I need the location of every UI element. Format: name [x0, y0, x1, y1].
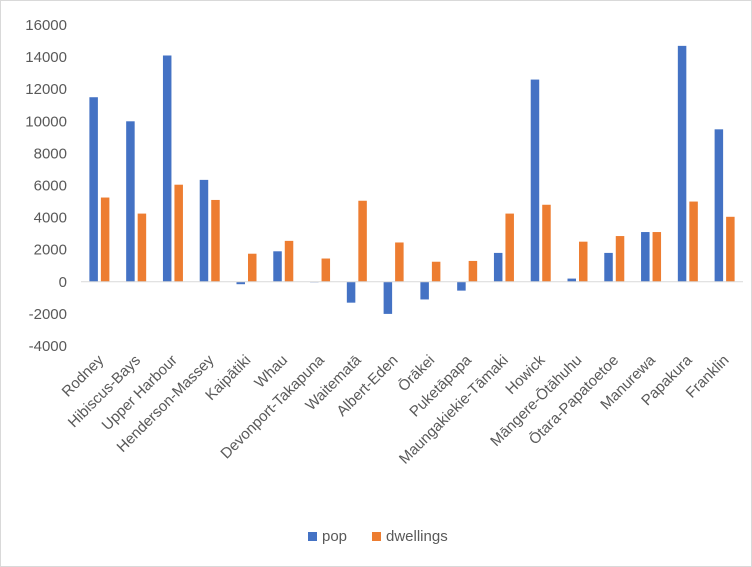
legend-label: dwellings	[386, 528, 448, 545]
bar-pop	[273, 251, 282, 282]
y-axis-ticks: -4000 -2000 0 2000 4000 6000 8000 10000 12000 140…	[25, 17, 67, 355]
y-tick-label: 6000	[34, 178, 67, 195]
bar-dwellings	[395, 242, 404, 282]
y-tick-label: 16000	[25, 17, 67, 34]
bar-dwellings	[211, 199, 220, 282]
y-tick-label: 14000	[25, 49, 67, 66]
bar-pop	[530, 79, 540, 282]
bar-dwellings	[174, 184, 183, 282]
legend: pop dwellings	[308, 528, 448, 545]
bar-pop	[383, 281, 393, 314]
bar-dwellings	[284, 240, 294, 282]
bar-dwellings	[652, 232, 662, 282]
bar-dwellings	[689, 201, 698, 282]
bar-pop	[199, 179, 209, 282]
y-tick-label: 4000	[34, 210, 67, 227]
legend-swatch	[372, 532, 381, 541]
bar-dwellings	[431, 261, 441, 282]
bar-dwellings	[726, 216, 735, 282]
y-tick-label: 12000	[25, 81, 67, 98]
y-tick-label: -4000	[29, 338, 67, 355]
bar-dwellings	[137, 213, 147, 282]
bar-pop	[493, 252, 503, 282]
bar-dwellings	[505, 213, 514, 282]
bars	[89, 45, 735, 314]
bar-pop	[420, 281, 429, 300]
bar-dwellings	[468, 260, 478, 282]
bar-dwellings	[100, 197, 110, 282]
bar-pop	[162, 55, 172, 282]
bar-pop	[346, 281, 356, 303]
bar-dwellings	[248, 253, 257, 282]
legend-swatch	[308, 532, 317, 541]
bar-pop	[567, 278, 576, 282]
y-tick-label: 8000	[34, 145, 67, 162]
bar-pop	[641, 232, 650, 282]
bar-pop	[89, 97, 98, 282]
y-tick-label: 10000	[25, 113, 67, 130]
bar-pop	[604, 252, 613, 282]
bar-dwellings	[542, 204, 551, 282]
bar-pop	[126, 121, 135, 282]
bar-dwellings	[579, 241, 588, 282]
legend-label: pop	[322, 528, 347, 545]
bar-pop	[677, 45, 687, 282]
bar-pop	[236, 281, 245, 285]
bar-dwellings	[615, 236, 625, 282]
y-tick-label: -2000	[29, 306, 67, 323]
bar-dwellings	[321, 258, 331, 282]
y-tick-label: 2000	[34, 242, 67, 259]
y-tick-label: 0	[59, 274, 67, 291]
bar-pop	[457, 281, 466, 291]
bar-dwellings	[358, 200, 367, 282]
bar-pop	[714, 129, 724, 282]
